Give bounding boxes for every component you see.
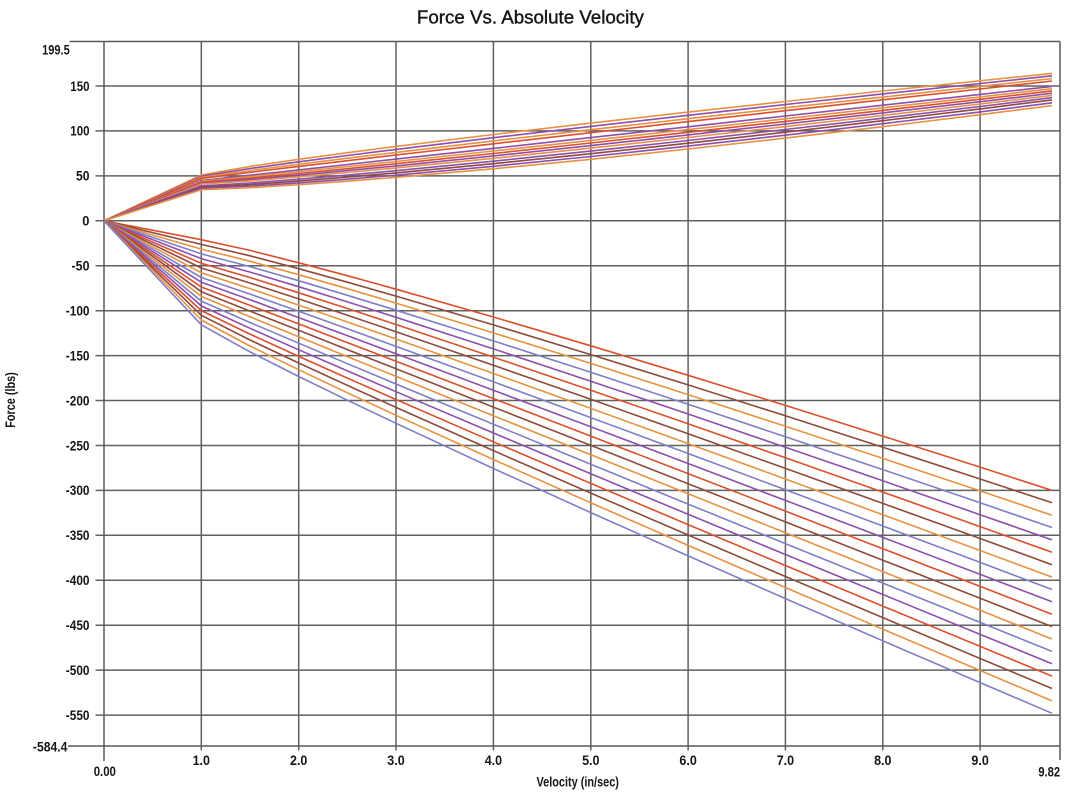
svg-text:-450: -450 [66, 617, 90, 633]
svg-text:-584.4: -584.4 [33, 739, 68, 755]
svg-text:2.0: 2.0 [290, 752, 308, 768]
svg-text:Velocity (in/sec): Velocity (in/sec) [537, 775, 619, 790]
svg-text:-500: -500 [66, 662, 90, 678]
svg-text:8.0: 8.0 [874, 752, 892, 768]
svg-text:5.0: 5.0 [582, 752, 600, 768]
svg-text:4.0: 4.0 [485, 752, 503, 768]
svg-text:-50: -50 [72, 258, 90, 274]
svg-text:Force Vs. Absolute Velocity: Force Vs. Absolute Velocity [417, 6, 645, 27]
svg-text:50: 50 [76, 168, 90, 184]
svg-text:150: 150 [70, 78, 89, 94]
svg-text:9.0: 9.0 [971, 752, 989, 768]
svg-text:-250: -250 [66, 437, 90, 453]
svg-text:9.82: 9.82 [1038, 764, 1060, 780]
svg-text:-400: -400 [66, 572, 90, 588]
svg-text:-150: -150 [66, 347, 90, 363]
svg-text:0.00: 0.00 [94, 763, 116, 779]
svg-text:-200: -200 [66, 392, 90, 408]
svg-text:100: 100 [70, 123, 89, 139]
svg-text:6.0: 6.0 [679, 752, 697, 768]
svg-text:-300: -300 [66, 482, 90, 498]
svg-text:1.0: 1.0 [193, 752, 211, 768]
svg-text:-350: -350 [66, 527, 90, 543]
svg-text:7.0: 7.0 [777, 752, 795, 768]
svg-text:-550: -550 [66, 707, 90, 723]
svg-text:3.0: 3.0 [387, 752, 405, 768]
svg-text:199.5: 199.5 [42, 42, 70, 58]
svg-text:Force (lbs): Force (lbs) [3, 372, 18, 428]
svg-text:0: 0 [82, 213, 89, 229]
svg-text:-100: -100 [66, 303, 90, 319]
